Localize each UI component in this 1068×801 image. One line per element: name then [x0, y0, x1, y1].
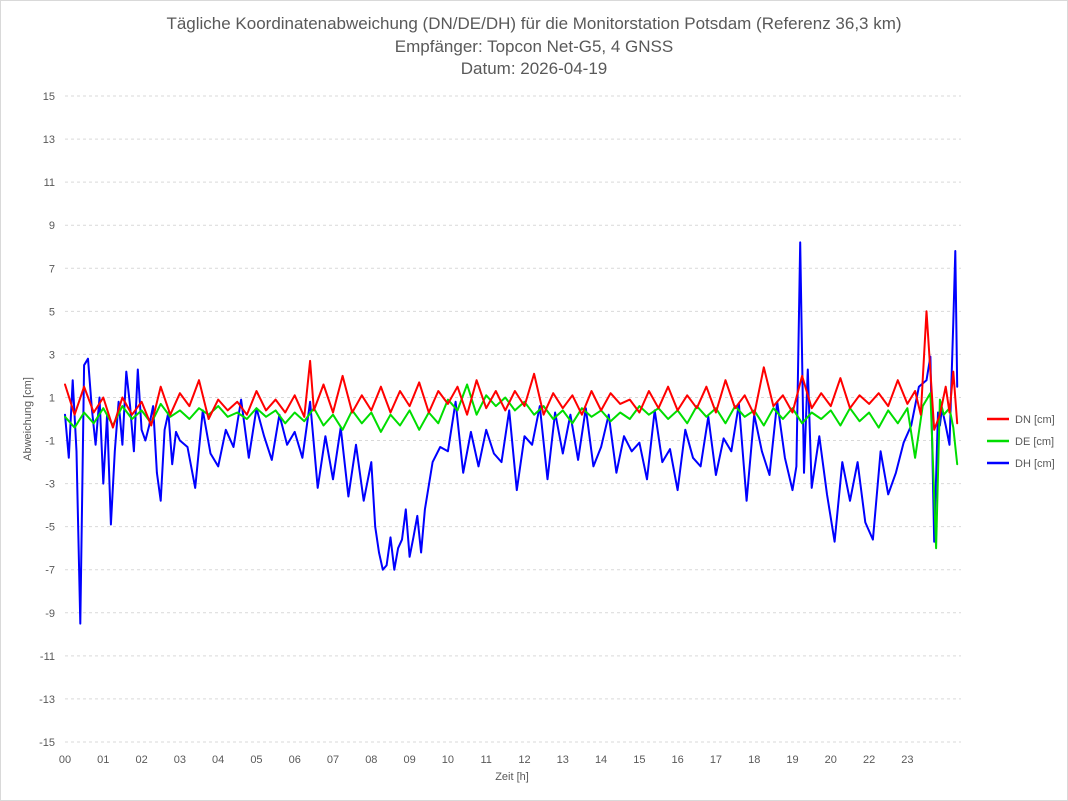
- legend: DN [cm] DE [cm] DH [cm]: [987, 414, 1055, 470]
- y-axis-ticks: 15 13 11 9 7 5 3 1 -1 -3 -5 -7 -9 -11 -13 -15: [39, 91, 55, 749]
- x-tick-label: 10: [442, 754, 454, 766]
- x-axis-label: Zeit [h]: [495, 771, 529, 783]
- x-tick-label: 11: [480, 754, 491, 766]
- y-axis-label: Abweichung [cm]: [22, 377, 34, 461]
- y-tick-label: -13: [39, 694, 55, 706]
- x-tick-label: 17: [710, 754, 722, 766]
- y-tick-label: -11: [40, 651, 55, 663]
- y-tick-label: -15: [39, 737, 55, 749]
- x-tick-label: 13: [557, 754, 569, 766]
- gridlines: [65, 95, 961, 743]
- y-tick-label: 9: [49, 220, 55, 232]
- x-tick-label: 15: [633, 754, 645, 766]
- y-tick-label: -1: [45, 436, 55, 448]
- x-tick-label: 07: [327, 754, 339, 766]
- y-tick-label: 3: [49, 349, 55, 361]
- x-tick-label: 20: [825, 754, 837, 766]
- x-tick-label: 14: [595, 754, 607, 766]
- chart-title-line-1: Tägliche Koordinatenabweichung (DN/DE/DH…: [166, 14, 901, 33]
- y-tick-label: -3: [45, 479, 55, 491]
- series-lines: [64, 241, 959, 625]
- x-tick-label: 09: [403, 754, 415, 766]
- y-tick-label: 15: [43, 91, 55, 103]
- chart-title-line-2: Empfänger: Topcon Net-G5, 4 GNSS: [395, 37, 673, 56]
- y-tick-label: 5: [49, 306, 55, 318]
- x-tick-label: 12: [518, 754, 530, 766]
- x-axis-ticks: 00 01 02 03 04 05 06 07 08 09 10 11 12 13 14 15 16 17 18 19…: [59, 754, 914, 766]
- series-line-dn: [64, 310, 959, 431]
- legend-label: DH [cm]: [1015, 458, 1055, 470]
- y-tick-label: 1: [49, 392, 55, 404]
- x-tick-label: 00: [59, 754, 71, 766]
- y-tick-label: -9: [45, 608, 55, 620]
- chart-title: Tägliche Koordinatenabweichung (DN/DE/DH…: [166, 14, 901, 78]
- x-tick-label: 18: [748, 754, 760, 766]
- series-line-dh: [64, 241, 959, 625]
- y-tick-label: 11: [44, 177, 55, 189]
- chart-title-line-3: Datum: 2026-04-19: [461, 59, 607, 78]
- x-tick-label: 05: [250, 754, 262, 766]
- x-tick-label: 08: [365, 754, 377, 766]
- series-line-de: [64, 383, 959, 550]
- y-tick-label: 13: [43, 134, 55, 146]
- y-tick-label: -7: [45, 565, 55, 577]
- x-tick-label: 01: [97, 754, 109, 766]
- x-tick-label: 02: [135, 754, 147, 766]
- x-tick-label: 22: [863, 754, 875, 766]
- x-tick-label: 03: [174, 754, 186, 766]
- legend-label: DE [cm]: [1015, 436, 1054, 448]
- y-tick-label: -5: [45, 522, 55, 534]
- y-tick-label: 7: [49, 263, 55, 275]
- x-tick-label: 23: [901, 754, 913, 766]
- x-tick-label: 04: [212, 754, 224, 766]
- x-tick-label: 19: [786, 754, 798, 766]
- legend-label: DN [cm]: [1015, 414, 1055, 426]
- x-tick-label: 16: [672, 754, 684, 766]
- x-tick-label: 06: [289, 754, 301, 766]
